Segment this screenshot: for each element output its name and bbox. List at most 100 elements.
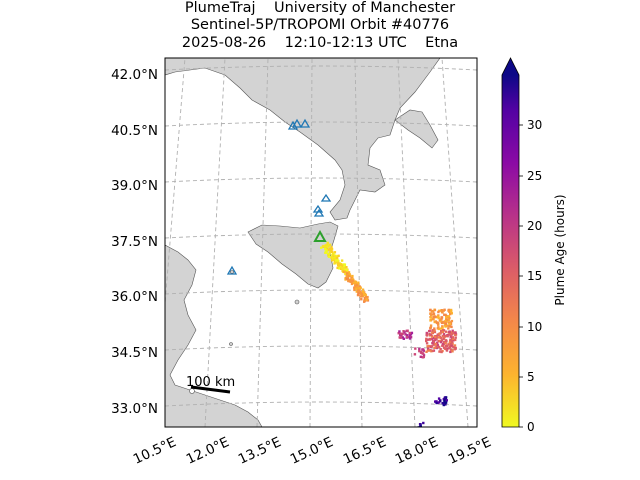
plume-pixel — [454, 347, 457, 350]
plume-pixel — [452, 331, 455, 335]
plume-pixel — [338, 264, 342, 267]
plume-pixel — [454, 336, 457, 339]
plume-pixel — [446, 344, 449, 347]
plume-pixel — [355, 290, 358, 293]
plume-pixel — [358, 287, 361, 290]
plume-pixel — [439, 318, 442, 321]
plume-pixel — [342, 268, 345, 271]
lat-label: 37.5°N — [111, 234, 158, 250]
plume-pixel — [351, 279, 355, 282]
plume-pixel — [422, 355, 425, 359]
plume-pixel — [343, 264, 346, 267]
plume-pixel — [356, 283, 360, 286]
plume-pixel — [413, 353, 417, 356]
plume-pixel — [433, 329, 436, 332]
plume-pixel — [422, 352, 425, 355]
plume-pixel — [437, 336, 441, 339]
plume-pixel — [433, 315, 437, 318]
plume-pixel — [439, 399, 442, 402]
plume-pixel — [422, 349, 425, 352]
plume-pixel — [432, 312, 435, 315]
plume-pixel — [431, 329, 435, 332]
lat-label: 34.5°N — [111, 345, 158, 361]
plume-pixel — [431, 349, 434, 353]
colorbar-tick-label: 30 — [527, 118, 542, 132]
plume-pixel — [431, 338, 434, 341]
volcano-triangle-icon — [299, 118, 311, 128]
plume-pixel — [438, 332, 441, 335]
plume-pixel — [360, 293, 363, 297]
plume-pixel — [436, 343, 439, 347]
plume-pixel — [443, 399, 446, 402]
colorbar-tick-label: 0 — [527, 420, 535, 434]
plume-pixel — [451, 342, 454, 345]
plume-pixel — [439, 348, 442, 351]
plume-pixel — [337, 264, 340, 267]
plume-pixel — [453, 344, 457, 347]
plume-pixel — [325, 245, 329, 249]
plume-pixel — [425, 350, 428, 353]
plume-pixel — [350, 280, 353, 283]
plume-pixel — [432, 341, 436, 345]
plume-pixel — [336, 259, 340, 262]
plume-pixel — [404, 333, 407, 336]
plume-pixel — [333, 255, 337, 258]
plume-pixel — [337, 262, 340, 265]
lat-label: 33.0°N — [111, 401, 158, 417]
plume-pixel — [452, 339, 455, 342]
plume-pixel — [441, 326, 444, 329]
plume-pixel — [447, 327, 450, 330]
plume-pixel — [445, 399, 448, 402]
volcano-triangle-icon — [291, 118, 303, 128]
plume-pixel — [409, 333, 413, 336]
land-apulia — [394, 109, 439, 149]
plume-pixel — [447, 309, 450, 312]
plume-pixel — [447, 324, 451, 328]
plume-pixel — [355, 283, 358, 287]
colorbar-extend-arrow — [502, 58, 519, 75]
plume-pixel — [449, 338, 452, 341]
plume-pixel — [449, 312, 452, 316]
plume-pixel — [435, 401, 438, 405]
plume-pixel — [437, 326, 440, 329]
plume-pixel — [406, 334, 409, 337]
plume-pixel — [433, 308, 437, 312]
plume-pixel — [438, 327, 441, 331]
plume-pixel — [431, 331, 434, 334]
plume-pixel — [442, 309, 445, 312]
plume-pixel — [449, 350, 452, 354]
plume-pixel — [366, 295, 369, 299]
plume-pixel — [401, 336, 404, 339]
plume-pixel — [435, 337, 438, 341]
plume-pixel — [354, 285, 357, 288]
lon-label: 13.5°E — [236, 434, 284, 468]
plume-pixel — [340, 263, 343, 266]
plume-pixel — [397, 332, 400, 335]
plume-pixel — [445, 347, 449, 350]
plume-pixel — [438, 350, 441, 353]
plume-pixel — [359, 290, 362, 294]
plume-pixel — [428, 333, 431, 336]
plume-pixel — [328, 251, 331, 254]
plume-pixel — [326, 241, 329, 245]
map-area: 100 km — [165, 58, 477, 427]
plume-pixel — [418, 347, 421, 351]
plume-pixel — [448, 316, 451, 320]
plume-pixel — [442, 320, 445, 324]
colorbar: 0 5 10 15 20 25 30 Plume Age (hours) — [501, 57, 567, 434]
plume-pixel — [333, 251, 337, 254]
colorbar-tick-label: 25 — [527, 169, 542, 183]
plume-pixel — [449, 321, 452, 324]
plume-pixel — [408, 337, 412, 340]
plume-pixel — [437, 339, 440, 343]
lon-labels: 10.5°E 12.0°E 13.5°E 15.0°E 16.5°E 18.0°… — [131, 434, 494, 468]
lon-label: 18.0°E — [393, 434, 441, 468]
plume-pixel — [364, 293, 367, 296]
plume-pixel — [440, 321, 444, 325]
plume-pixel — [340, 267, 344, 270]
plume-pixel — [406, 329, 409, 332]
plume-pixel — [344, 272, 347, 276]
island-pantelleria — [230, 270, 234, 274]
plume-pixel — [331, 259, 334, 262]
plume-pixel — [357, 293, 360, 296]
